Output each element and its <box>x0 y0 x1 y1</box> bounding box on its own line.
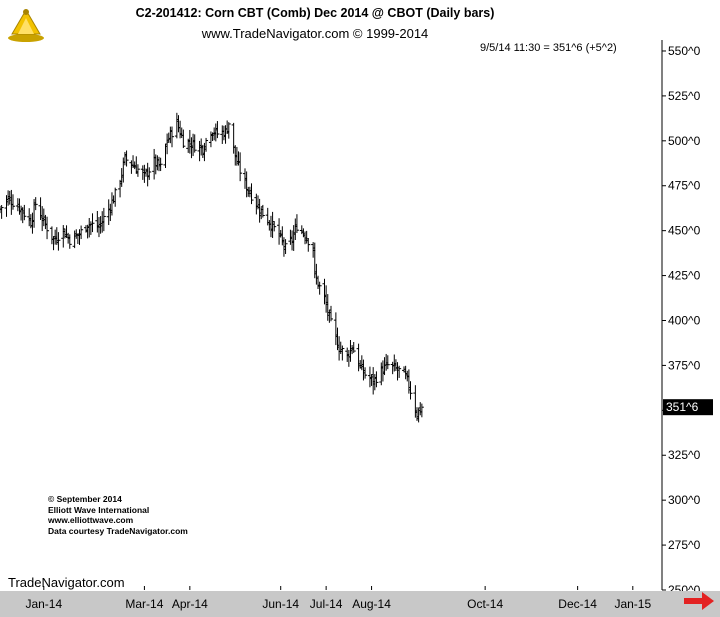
x-tick-label: Jul-14 <box>310 597 343 611</box>
price-bar <box>79 225 84 240</box>
x-tick-label: Jan-15 <box>614 597 651 611</box>
y-tick-label: 425^0 <box>668 269 701 283</box>
price-bar <box>90 213 95 233</box>
y-tick-label: 475^0 <box>668 179 701 193</box>
x-tick-label: Jan-14 <box>25 597 62 611</box>
price-bar <box>283 239 288 254</box>
trade-navigator-watermark: TradeNavigator.com <box>8 575 125 590</box>
price-bar <box>67 234 72 249</box>
y-tick-label: 550^0 <box>668 44 701 58</box>
x-tick-label: Oct-14 <box>467 597 503 611</box>
price-bar <box>215 121 220 139</box>
price-bar <box>306 238 311 252</box>
price-bar <box>340 345 345 361</box>
price-bar <box>33 197 38 211</box>
price-bar <box>45 216 50 240</box>
trade-navigator-logo-icon <box>4 4 48 44</box>
x-tick-label: Aug-14 <box>352 597 391 611</box>
ohlc-bars <box>0 112 424 423</box>
last-price-label: 351^6 <box>666 400 699 414</box>
y-tick-label: 500^0 <box>668 134 701 148</box>
price-bar <box>317 281 322 295</box>
price-bar <box>22 204 27 221</box>
x-tick-label: Jun-14 <box>262 597 299 611</box>
y-tick-label: 275^0 <box>668 538 701 552</box>
price-bar <box>56 232 61 251</box>
y-tick-label: 400^0 <box>668 313 701 327</box>
price-bar <box>351 342 356 353</box>
price-bar <box>397 365 402 378</box>
price-bar <box>329 305 333 322</box>
last-price-readout: 9/5/14 11:30 = 351^6 (+5^2) <box>480 42 617 54</box>
right-arrow-icon[interactable] <box>684 592 714 615</box>
price-bar <box>192 134 197 153</box>
price-bar <box>419 403 424 418</box>
chart-title: C2-201412: Corn CBT (Comb) Dec 2014 @ CB… <box>135 6 495 20</box>
price-bar <box>124 150 129 167</box>
x-tick-label: Mar-14 <box>125 597 163 611</box>
price-bar <box>158 157 163 172</box>
publisher-line: Elliott Wave International <box>48 504 150 515</box>
price-bar <box>181 129 186 149</box>
price-bar <box>0 205 4 219</box>
y-tick-label: 375^0 <box>668 358 701 372</box>
x-tick-label: Dec-14 <box>558 597 597 611</box>
x-axis-bar[interactable] <box>0 591 720 617</box>
price-bar <box>408 381 413 400</box>
data-credit-line: Data courtesy TradeNavigator.com <box>48 525 188 536</box>
x-tick-label: Apr-14 <box>172 597 208 611</box>
chart-subtitle: www.TradeNavigator.com © 1999-2014 <box>201 26 429 41</box>
price-bar <box>249 183 254 205</box>
price-bar <box>363 367 368 379</box>
y-tick-label: 525^0 <box>668 89 701 103</box>
y-axis: 250^0275^0300^0325^0350^0375^0400^0425^0… <box>661 40 701 597</box>
price-bar <box>260 204 265 218</box>
y-tick-label: 325^0 <box>668 448 701 462</box>
price-bar <box>204 137 209 152</box>
price-bar <box>147 167 152 180</box>
price-bar <box>135 164 140 177</box>
last-price-box: 351^6 <box>663 399 713 416</box>
price-bar <box>101 207 106 232</box>
copyright-block: © September 2014 Elliott Wave Internatio… <box>48 494 188 536</box>
x-axis: Jan-14 Mar-14 Apr-14 Jun-14 Jul-14 Aug-14 Oct-… <box>25 586 651 611</box>
price-bar <box>238 152 243 182</box>
price-bar <box>226 122 231 139</box>
last-price-box-bg <box>663 399 713 416</box>
price-bar <box>385 355 390 370</box>
price-bar <box>113 187 118 207</box>
y-tick-label: 450^0 <box>668 224 701 238</box>
website-line: www.elliottwave.com <box>48 515 134 525</box>
price-bar <box>374 371 379 388</box>
copyright-line: © September 2014 <box>48 494 122 504</box>
price-bar <box>272 221 277 232</box>
price-bar <box>10 194 15 210</box>
y-tick-label: 300^0 <box>668 493 701 507</box>
price-bar <box>294 214 299 234</box>
price-bar <box>169 126 174 148</box>
